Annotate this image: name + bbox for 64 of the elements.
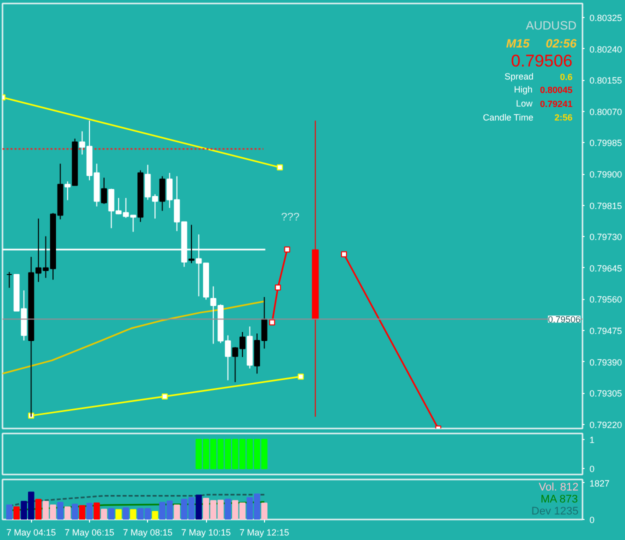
- y-tick-label: 0: [590, 515, 595, 525]
- bar: [94, 502, 100, 520]
- bar: [261, 502, 268, 520]
- candlestick: [64, 180, 71, 201]
- annotation: Candle Time: [482, 112, 534, 122]
- annotation: Dev 1235: [531, 506, 579, 518]
- y-tick-label: 0.79220: [590, 420, 622, 430]
- bar: [122, 507, 130, 520]
- candlestick: [188, 224, 194, 264]
- candlestick: [101, 177, 107, 204]
- y-tick-label: 0.79475: [590, 326, 622, 336]
- annotation: 02:56: [546, 36, 577, 50]
- bar: [35, 498, 42, 520]
- annotation: AUDUSD: [526, 18, 577, 32]
- bar: [57, 502, 64, 520]
- y-tick-label: 0.79985: [590, 138, 622, 148]
- y-tick-label: 0.79900: [590, 170, 622, 180]
- bar: [6, 504, 12, 520]
- annotation: 0.80045: [540, 85, 573, 95]
- y-tick-label: 0: [590, 464, 595, 474]
- ref-line-label: 0.79506: [548, 314, 581, 325]
- y-tick-label: 1827: [590, 478, 610, 488]
- annotation: 0.6: [560, 72, 573, 82]
- x-tick-label: 7 May 12:15: [240, 528, 290, 538]
- x-tick-label: 7 May 06:15: [64, 528, 114, 538]
- x-tick-label: 7 May 04:15: [6, 528, 56, 538]
- y-tick-label: 0.80070: [590, 106, 622, 117]
- annotation: 2:56: [554, 112, 572, 122]
- bar: [86, 502, 93, 520]
- annotation: Vol. 812: [538, 482, 579, 494]
- annotation: 0.79506: [511, 52, 572, 70]
- bar: [13, 506, 20, 520]
- annotation: Spread: [504, 72, 534, 82]
- bar: [108, 508, 114, 520]
- bar: [115, 509, 122, 520]
- candlestick: [6, 271, 12, 288]
- x-tick-label: 7 May 10:15: [181, 528, 231, 538]
- bar: [64, 506, 71, 520]
- annotation: Low: [516, 98, 533, 108]
- annotation: M15: [506, 36, 530, 50]
- bar: [72, 504, 78, 520]
- y-tick-label: 0.79305: [590, 388, 622, 399]
- y-tick-label: 0.80155: [590, 76, 622, 86]
- y-tick-label: 1: [590, 434, 595, 445]
- y-tick-label: 0.80240: [590, 44, 622, 54]
- y-tick-label: 0.79390: [590, 357, 622, 368]
- y-tick-label: 0.80325: [590, 12, 622, 23]
- y-tick-label: 0.79560: [590, 294, 622, 305]
- annotation: ???: [281, 212, 300, 224]
- y-tick-label: 0.79815: [590, 200, 622, 211]
- bar: [130, 509, 136, 520]
- bar: [196, 494, 202, 520]
- bar: [100, 508, 108, 520]
- bar: [152, 510, 158, 520]
- y-tick-label: 0.79645: [590, 263, 622, 274]
- x-tick-label: 7 May 08:15: [122, 528, 173, 538]
- bar: [174, 504, 180, 520]
- y-tick-label: 0.79730: [590, 232, 622, 242]
- annotation: MA 873: [540, 494, 578, 506]
- annotation: High: [514, 84, 533, 94]
- candlestick: [159, 176, 166, 212]
- annotation: 0.79241: [540, 99, 573, 109]
- bar: [224, 498, 232, 520]
- bar: [79, 505, 86, 520]
